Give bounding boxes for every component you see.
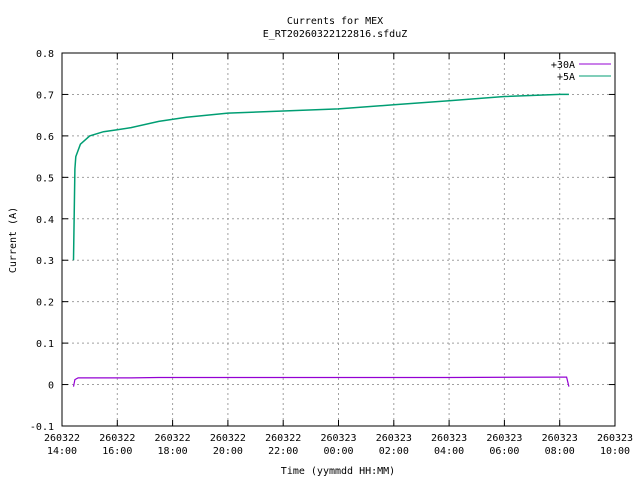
x-tick-label-date: 260323 [431, 433, 467, 444]
x-tick-label-date: 260322 [99, 433, 135, 444]
y-tick-label: 0.3 [36, 256, 54, 267]
x-tick-label-time: 10:00 [600, 446, 630, 457]
legend: +30A +5A [551, 60, 611, 83]
x-tick-label-time: 16:00 [102, 446, 132, 457]
x-tick-label-date: 260322 [155, 433, 191, 444]
x-tick-label-date: 260323 [486, 433, 522, 444]
x-tick-label-time: 04:00 [434, 446, 464, 457]
legend-label-5a: +5A [557, 72, 575, 83]
x-tick-label-time: 02:00 [379, 446, 409, 457]
axis-ticks: -0.1 0 0.1 0.2 0.3 0.4 0.5 0.6 0.7 0.8 260322 14:00… [30, 49, 633, 457]
y-tick-label: 0.5 [36, 173, 54, 184]
y-tick-label: 0.6 [36, 132, 54, 143]
y-tick-label: 0.4 [36, 215, 54, 226]
series-30a-line [72, 376, 570, 387]
x-tick-label-time: 18:00 [158, 446, 188, 457]
x-tick-label-date: 260323 [597, 433, 633, 444]
x-tick-label-time: 14:00 [47, 446, 77, 457]
series-group [72, 93, 570, 387]
x-tick-label-time: 20:00 [213, 446, 243, 457]
y-tick-label: 0.8 [36, 49, 54, 60]
series-5a-line [72, 93, 569, 261]
x-tick-label-time: 00:00 [323, 446, 353, 457]
x-tick-label-time: 08:00 [545, 446, 575, 457]
x-tick-label-time: 06:00 [489, 446, 519, 457]
x-tick-label-date: 260323 [320, 433, 356, 444]
y-tick-label: 0.7 [36, 90, 54, 101]
x-tick-label-date: 260322 [210, 433, 246, 444]
y-tick-label: 0 [48, 381, 54, 392]
legend-label-30a: +30A [551, 60, 575, 71]
y-tick-label: 0.1 [36, 339, 54, 350]
y-tick-label: -0.1 [30, 422, 54, 433]
x-tick-label-date: 260322 [44, 433, 80, 444]
x-tick-label-date: 260322 [265, 433, 301, 444]
chart-title: Currents for MEX [287, 16, 383, 27]
y-axis-label: Current (A) [8, 207, 19, 273]
x-tick-label-date: 260323 [542, 433, 578, 444]
chart-subtitle: E_RT20260322122816.sfduZ [263, 29, 408, 40]
x-tick-label-date: 260323 [376, 433, 412, 444]
x-tick-label-time: 22:00 [268, 446, 298, 457]
x-axis-label: Time (yymmdd HH:MM) [281, 466, 395, 477]
y-tick-label: 0.2 [36, 298, 54, 309]
